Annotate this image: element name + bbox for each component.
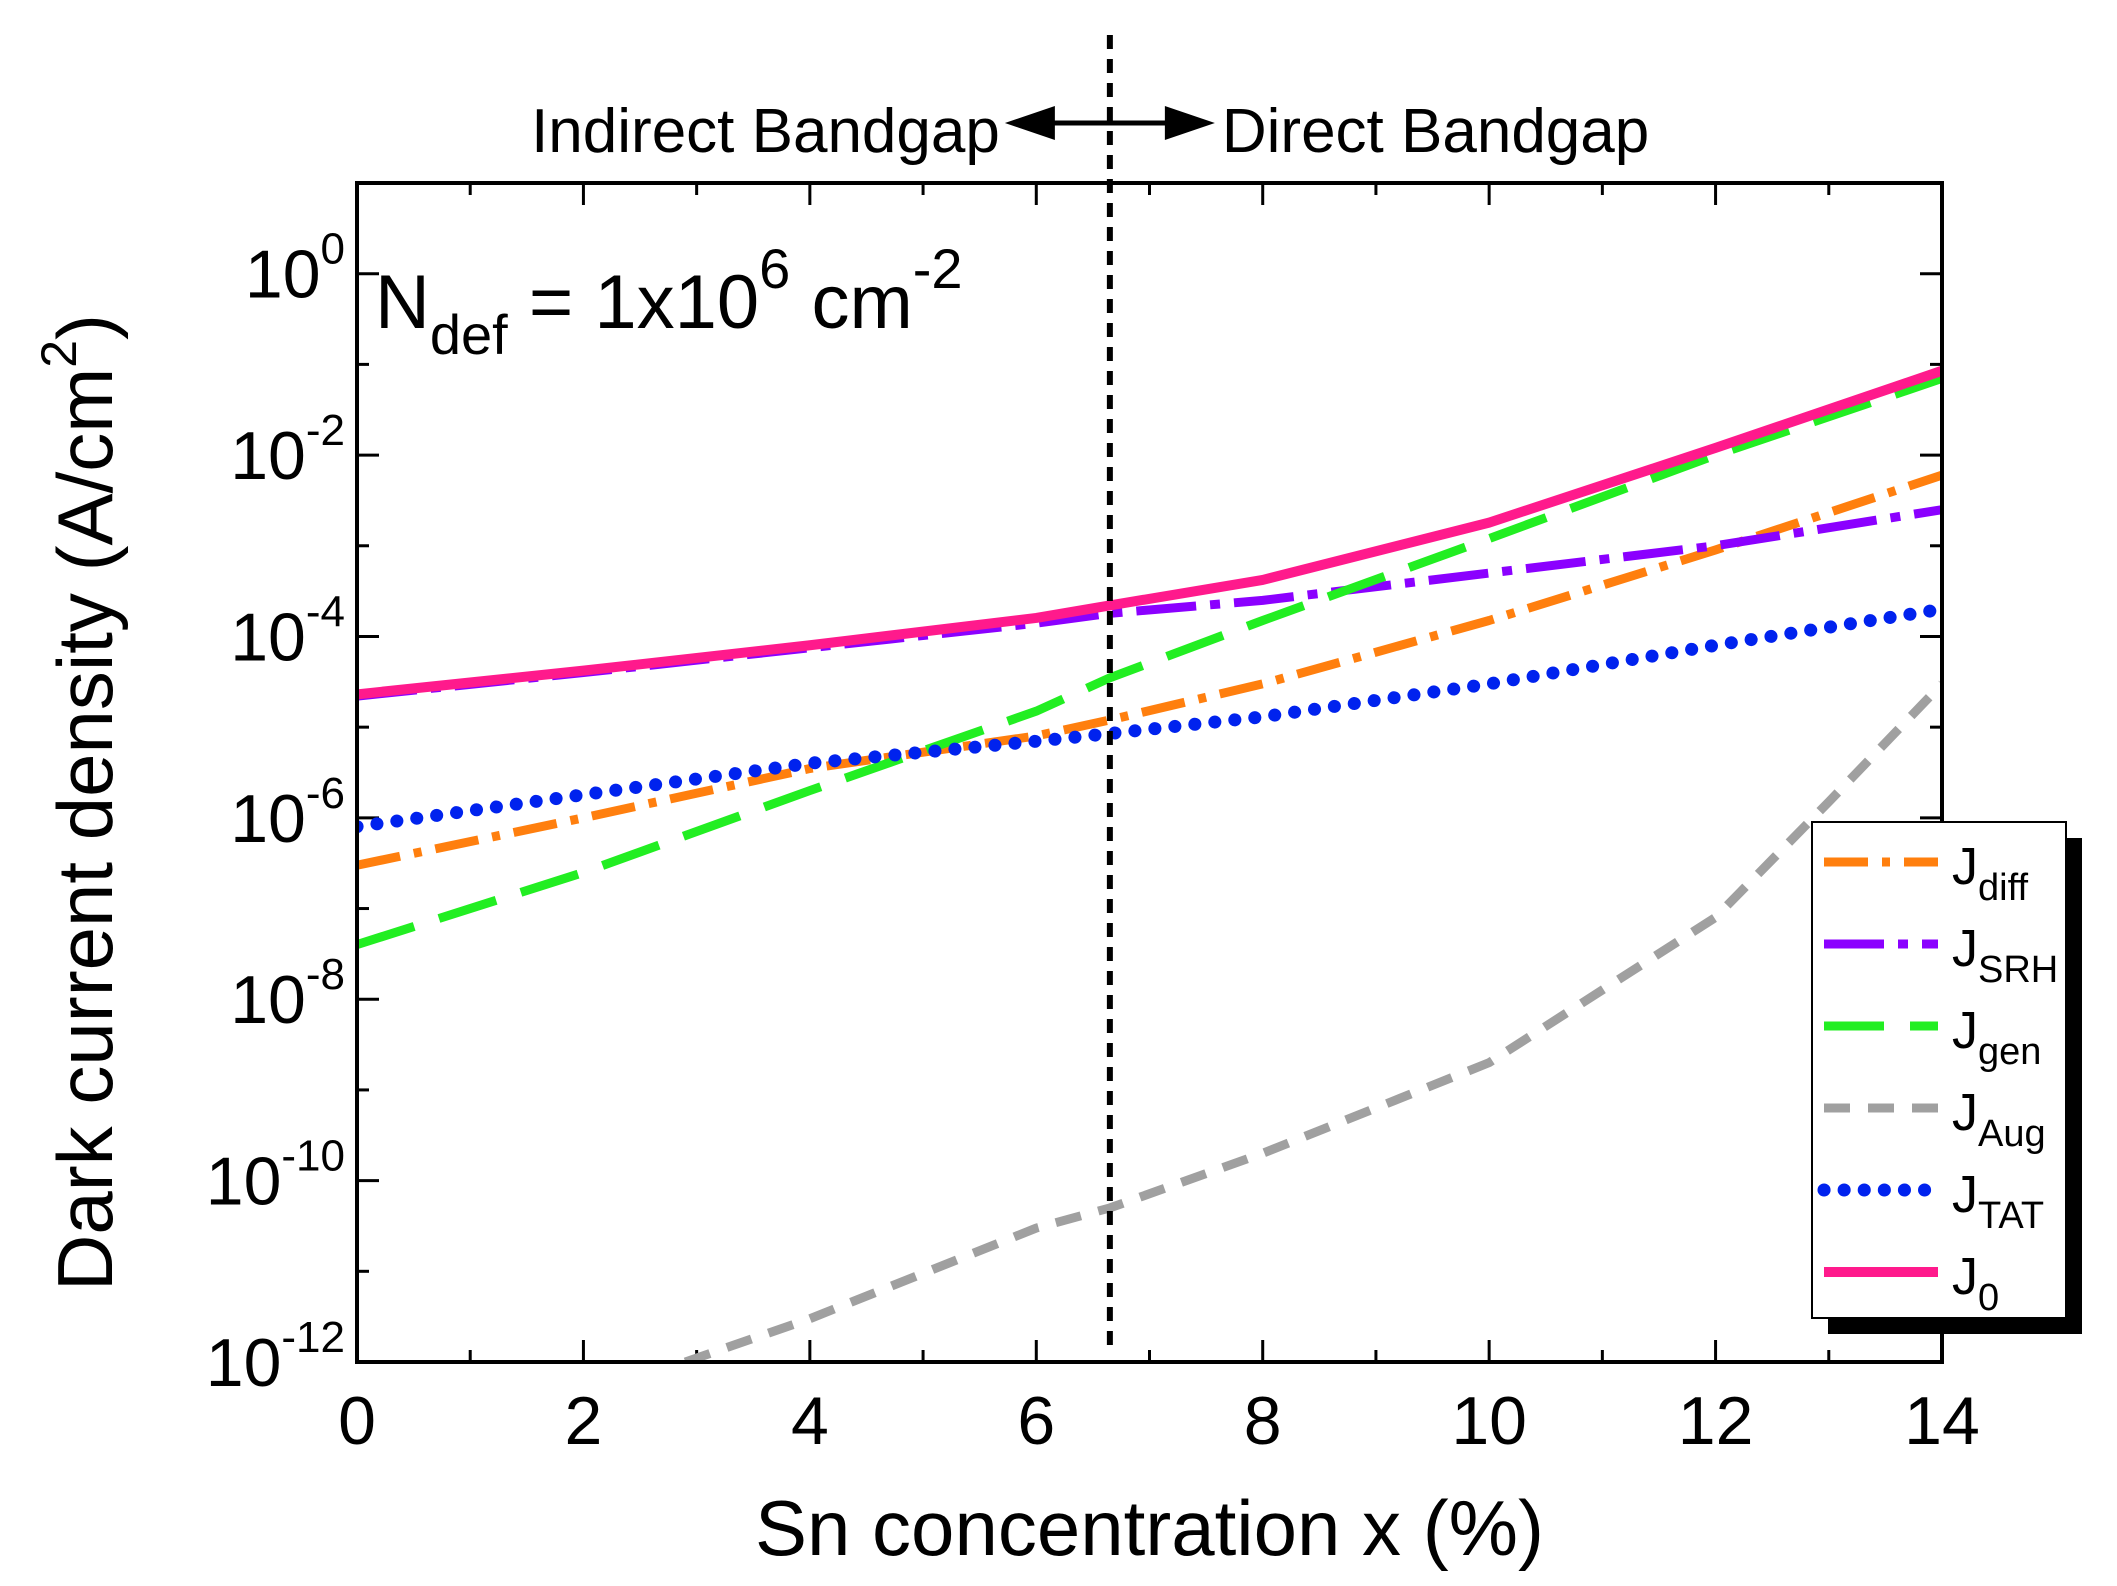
x-tick-label: 0 <box>338 1383 376 1459</box>
region-left-label: Indirect Bandgap <box>531 97 1000 166</box>
series-gen <box>357 374 1942 949</box>
legend: Jdiff JSRH Jgen JAug JTAT J0 <box>1811 821 2082 1334</box>
legend-label: JAug <box>1952 1084 2046 1155</box>
axis-ticks <box>355 181 1944 1364</box>
legend-label: J0 <box>1952 1248 1999 1319</box>
legend-label: JTAT <box>1952 1166 2044 1237</box>
series-lines <box>357 366 1942 1362</box>
legend-box <box>1811 821 2067 1319</box>
legend-label: Jgen <box>1952 1002 2041 1073</box>
legend-label: Jdiff <box>1952 838 2028 909</box>
bandgap-divider: Indirect Bandgap Direct Bandgap <box>531 35 1649 1352</box>
y-tick-label: 10-12 <box>206 1313 345 1401</box>
x-tick-label: 2 <box>565 1383 603 1459</box>
x-tick-label: 10 <box>1451 1383 1527 1459</box>
y-tick-label: 10-4 <box>230 587 345 675</box>
arrow-right-icon <box>1164 106 1215 140</box>
arrow-left-icon <box>1004 106 1055 140</box>
y-tick-label: 10-8 <box>230 950 345 1038</box>
x-tick-label: 14 <box>1904 1383 1980 1459</box>
plot-frame <box>355 181 1944 1364</box>
series-diff <box>357 470 1942 870</box>
y-tick-label: 10-10 <box>206 1132 345 1220</box>
series-aug <box>683 680 1942 1362</box>
y-tick-label: 100 <box>245 225 345 313</box>
x-tick-label: 4 <box>791 1383 829 1459</box>
series-tat <box>357 602 1942 834</box>
y-tick-label: 10-2 <box>230 406 345 494</box>
x-tick-label: 8 <box>1244 1383 1282 1459</box>
annotation: Ndef = 1x106 cm-2 <box>375 237 963 366</box>
x-axis-label: Sn concentration x (%) <box>755 1484 1544 1572</box>
y-axis-label: Dark current density (A/cm2) <box>31 314 129 1291</box>
legend-label: JSRH <box>1952 920 2058 991</box>
region-right-label: Direct Bandgap <box>1222 97 1649 166</box>
axis-labels: 0 2 4 6 8 10 12 14 100 10-2 10-4 10-6 10-8 10-10 10-12… <box>31 225 1980 1572</box>
y-tick-label: 10-6 <box>230 769 345 857</box>
ndef-annotation: Ndef = 1x106 cm-2 <box>375 237 963 366</box>
series-0 <box>357 366 1942 700</box>
x-tick-label: 6 <box>1017 1383 1055 1459</box>
x-tick-label: 12 <box>1678 1383 1754 1459</box>
